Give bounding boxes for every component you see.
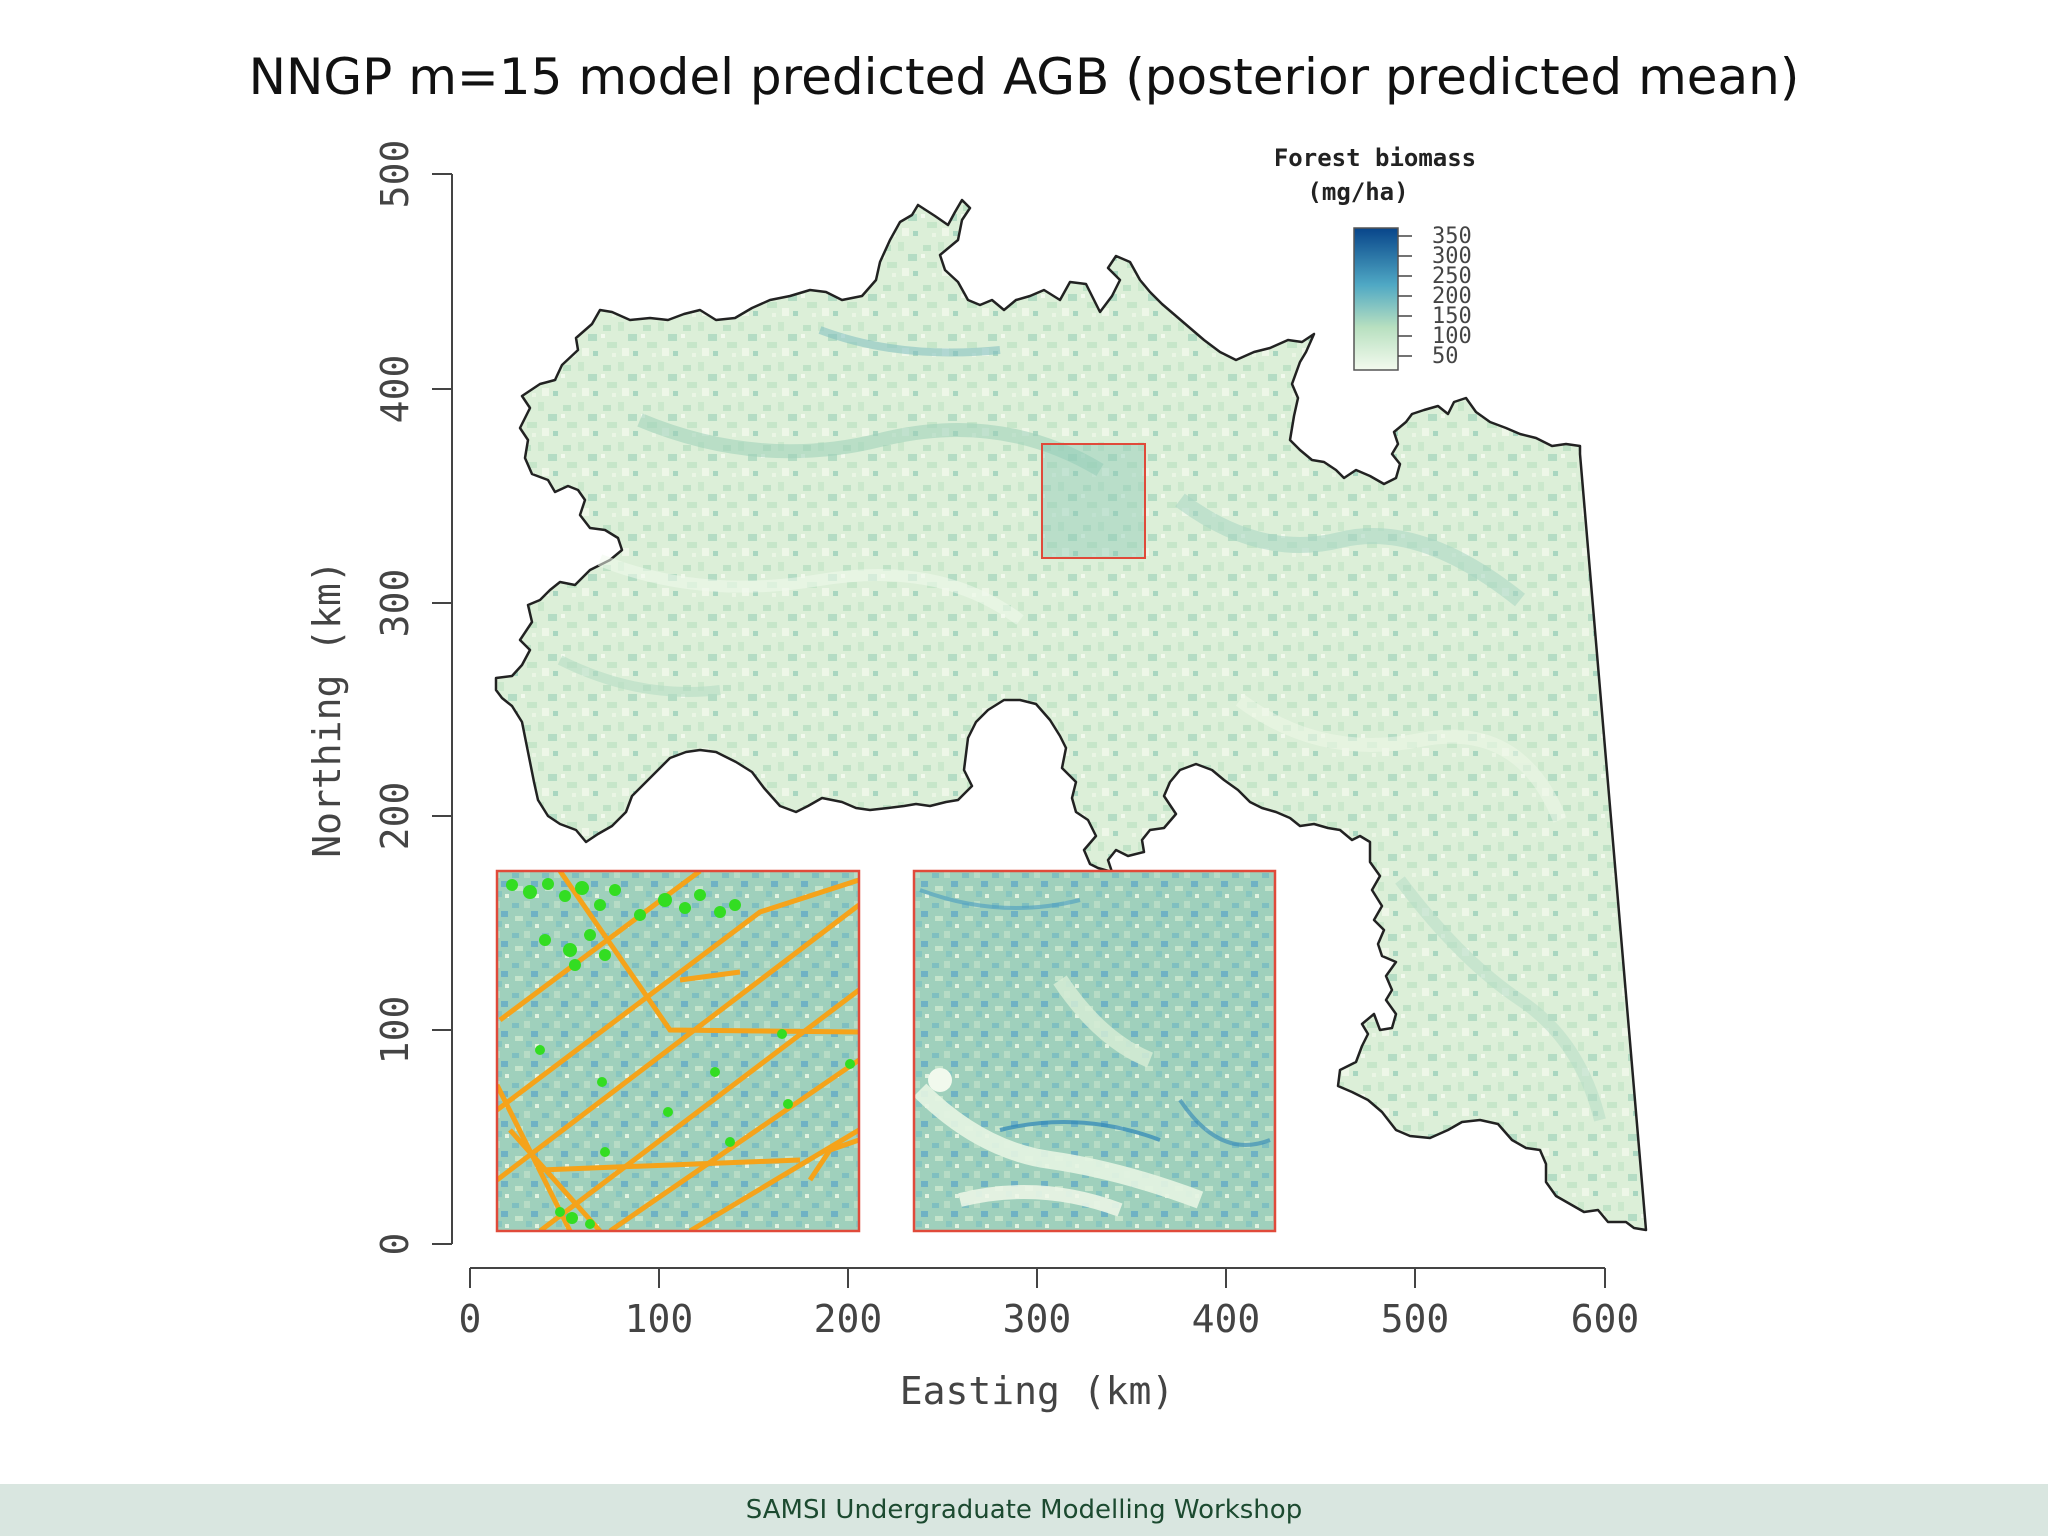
flight-line	[608, 1057, 859, 1231]
legend-tick-label: 300	[1432, 244, 1472, 269]
y-axis: 0 100 200 300 400 500 Northing (km)	[305, 140, 453, 1256]
legend-tick-label: 150	[1432, 304, 1472, 329]
inset-region-box	[1041, 443, 1146, 559]
legend-tick-label: 100	[1432, 324, 1472, 349]
legend-tick-label: 250	[1432, 264, 1472, 289]
y-tick-label: 0	[373, 1233, 417, 1256]
flight-line	[807, 1137, 859, 1182]
x-tick-label: 0	[459, 1297, 482, 1341]
biomass-variation	[557, 326, 1606, 1122]
x-axis-title: Easting (km)	[900, 1369, 1175, 1413]
field-plots	[506, 878, 855, 1229]
x-tick-label: 200	[814, 1297, 883, 1341]
flight-line	[679, 969, 741, 983]
flight-line	[497, 903, 859, 1182]
y-tick-label: 100	[373, 996, 417, 1065]
x-tick-label: 600	[1571, 1297, 1640, 1341]
legend-title: Forest biomass	[1274, 144, 1476, 172]
y-axis-title: Northing (km)	[305, 560, 349, 857]
legend-units: (mg/ha)	[1307, 178, 1408, 206]
legend: Forest biomass (mg/ha) 350 300 250 200 1…	[1274, 144, 1476, 371]
y-tick-label: 200	[373, 782, 417, 851]
legend-tick-label: 350	[1432, 224, 1472, 249]
legend-tick-label: 200	[1432, 284, 1472, 309]
footer-bar: SAMSI Undergraduate Modelling Workshop	[0, 1484, 2048, 1536]
flight-line	[557, 871, 859, 1035]
x-tick-label: 500	[1381, 1297, 1450, 1341]
inset-zoomed-prediction	[912, 869, 1277, 1233]
x-tick-label: 400	[1192, 1297, 1261, 1341]
y-tick-label: 400	[373, 355, 417, 424]
x-tick-label: 300	[1003, 1297, 1072, 1341]
inset-flight-lines	[495, 869, 861, 1233]
footer-text: SAMSI Undergraduate Modelling Workshop	[745, 1495, 1303, 1525]
y-tick-label: 500	[373, 140, 417, 209]
flight-line	[508, 1128, 602, 1231]
x-axis: 0 100 200 300 400 500 600 Easting (km)	[459, 1267, 1640, 1413]
flight-line	[497, 877, 859, 1112]
legend-tick-label: 50	[1432, 344, 1459, 369]
flight-line	[688, 1127, 859, 1231]
x-tick-label: 100	[625, 1297, 694, 1341]
legend-color-bar	[1353, 227, 1399, 371]
slide-title: NNGP m=15 model predicted AGB (posterior…	[248, 48, 1800, 106]
y-tick-label: 300	[373, 569, 417, 638]
flight-line	[539, 1157, 801, 1173]
